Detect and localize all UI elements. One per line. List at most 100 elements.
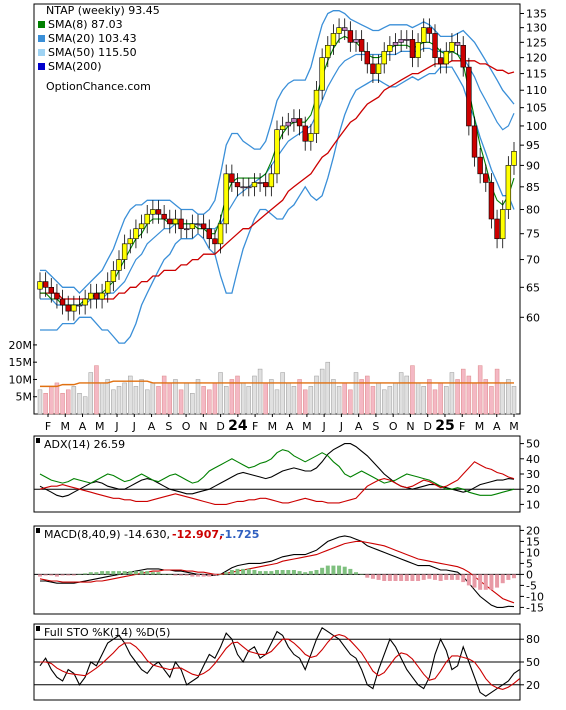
sto-tick-label: 20 xyxy=(526,679,540,692)
price-tick-label: 90 xyxy=(526,159,540,172)
x-tick-label: S xyxy=(165,420,172,433)
macd-histogram-bar xyxy=(150,572,155,575)
macd-histogram-bar xyxy=(404,574,409,581)
volume-bar xyxy=(111,389,116,415)
candle-body xyxy=(257,182,263,184)
macd-histogram-bar xyxy=(263,571,268,575)
macd-legend-marker xyxy=(36,528,40,533)
candle-body xyxy=(409,39,416,58)
x-tick-label: A xyxy=(355,420,363,433)
volume-bar xyxy=(438,382,443,415)
candle-body xyxy=(48,287,54,294)
x-tick-label: D xyxy=(423,420,431,433)
volume-bar xyxy=(286,382,291,415)
volume-bar xyxy=(144,389,150,415)
volume-bar xyxy=(195,379,201,415)
candle-body xyxy=(155,209,162,215)
volume-bar xyxy=(257,368,263,415)
x-tick-label: J xyxy=(322,420,326,433)
macd-series-line-0 xyxy=(40,535,515,608)
volume-bar xyxy=(472,382,477,415)
macd-histogram-bar xyxy=(387,574,392,581)
candle-body xyxy=(76,304,83,307)
macd-histogram-bar xyxy=(246,568,251,575)
volume-bar xyxy=(139,379,144,415)
x-tick-label: A xyxy=(79,420,87,433)
x-tick-label: J xyxy=(339,420,343,433)
x-tick-label: M xyxy=(61,420,71,433)
volume-bar xyxy=(489,386,494,415)
macd-histogram-bar xyxy=(122,571,127,575)
volume-bar xyxy=(218,372,223,415)
candle-body xyxy=(234,182,241,188)
candle-body xyxy=(471,125,478,158)
volume-axis-label: 15M xyxy=(9,356,33,369)
adx-series-line-1 xyxy=(39,449,515,496)
volume-bar xyxy=(161,375,167,415)
volume-bar xyxy=(291,386,297,415)
volume-bar xyxy=(207,389,212,415)
macd-histogram-bar xyxy=(201,574,206,577)
candle-body xyxy=(285,121,291,127)
candle-body xyxy=(500,209,506,240)
macd-histogram-bar xyxy=(184,574,189,576)
volume-bar xyxy=(466,375,472,415)
volume-bar xyxy=(393,382,398,415)
macd-histogram-bar xyxy=(100,571,105,575)
volume-bar xyxy=(336,386,342,415)
legend-entry: SMA(50) 115.50 xyxy=(48,46,137,59)
volume-bar xyxy=(308,386,314,415)
candle-body xyxy=(110,270,117,282)
macd-signal-value: -12.907, xyxy=(172,528,223,541)
candle-body xyxy=(415,42,421,58)
x-tick-label: O xyxy=(182,420,191,433)
macd-histogram-bar xyxy=(179,574,184,576)
sto-tick-label: 50 xyxy=(526,656,540,669)
volume-bar xyxy=(353,372,359,415)
price-tick-label: 135 xyxy=(526,8,547,21)
volume-axis-label: 20M xyxy=(9,339,33,352)
macd-histogram-bar xyxy=(291,570,296,575)
macd-tick-label: -15 xyxy=(526,601,544,614)
candle-body xyxy=(127,238,133,245)
candle-body xyxy=(460,45,466,68)
macd-histogram-bar xyxy=(433,574,437,580)
candle-body xyxy=(313,89,320,134)
macd-series-line-1 xyxy=(39,540,515,604)
candle-body xyxy=(217,223,224,245)
candle-body xyxy=(172,218,179,225)
volume-bar xyxy=(49,386,54,415)
macd-tick-label: -5 xyxy=(526,579,537,592)
volume-bar xyxy=(511,386,517,415)
candle-body xyxy=(240,186,246,189)
volume-bar xyxy=(477,365,483,415)
bollinger-lower-band-line xyxy=(40,66,515,344)
volume-bar xyxy=(54,382,60,415)
candle-body xyxy=(150,209,156,215)
volume-bar xyxy=(43,393,48,415)
legend-swatch xyxy=(38,49,45,56)
volume-bar xyxy=(274,389,280,415)
macd-histogram-bar xyxy=(49,574,54,576)
x-tick-label: A xyxy=(493,420,501,433)
volume-bar xyxy=(415,382,421,415)
candle-body xyxy=(404,39,410,41)
candle-body xyxy=(229,173,235,183)
volume-bar xyxy=(455,379,460,415)
macd-histogram-bar xyxy=(218,574,223,575)
macd-histogram-bar xyxy=(105,571,110,575)
candle-body xyxy=(330,33,337,46)
volume-bar xyxy=(421,386,426,415)
price-tick-label: 95 xyxy=(526,139,540,152)
candle-body xyxy=(105,281,111,294)
macd-histogram-bar xyxy=(461,574,466,583)
candle-body xyxy=(511,151,517,166)
macd-histogram-bar xyxy=(348,568,353,575)
candle-body xyxy=(308,133,314,142)
candle-body xyxy=(42,281,49,288)
macd-histogram-bar xyxy=(421,574,426,580)
macd-histogram-bar xyxy=(444,574,449,580)
macd-histogram-bar xyxy=(212,574,217,576)
volume-bar xyxy=(82,396,88,415)
macd-histogram-bar xyxy=(117,571,121,575)
